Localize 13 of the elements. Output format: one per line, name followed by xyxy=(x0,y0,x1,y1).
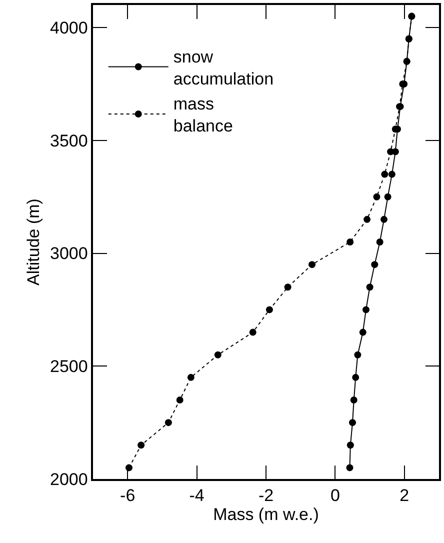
x-tick-label: -4 xyxy=(189,486,204,506)
y-tick-label: 2500 xyxy=(50,357,88,376)
y-tick-label: 2000 xyxy=(50,470,88,489)
x-tick-label: -6 xyxy=(120,486,136,506)
y-axis-title: Altitude (m) xyxy=(24,198,44,286)
y-tick-label: 4000 xyxy=(50,18,88,38)
x-tick-label: 0 xyxy=(330,486,340,506)
legend-label: mass balance xyxy=(173,94,233,136)
y-tick-label: 3000 xyxy=(50,244,88,264)
x-tick-label: 2 xyxy=(400,486,410,506)
x-axis-title: Mass (m w.e.) xyxy=(213,505,319,524)
x-tick-label: -2 xyxy=(258,486,274,506)
y-tick-label: 3500 xyxy=(50,131,88,150)
